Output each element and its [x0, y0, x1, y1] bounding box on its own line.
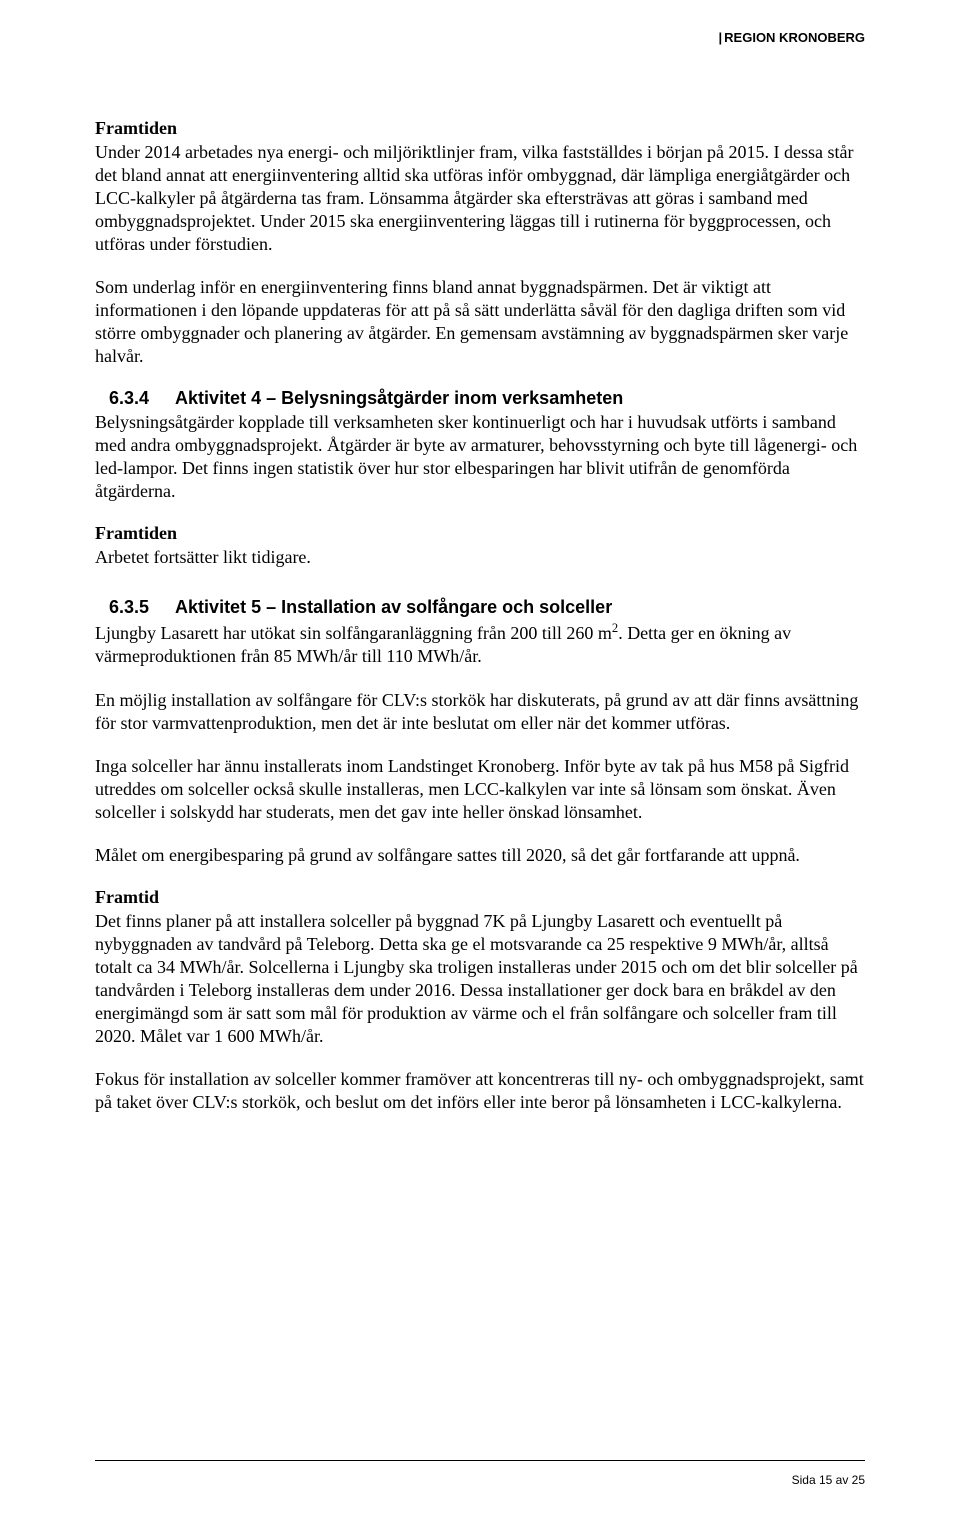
section-title: Aktivitet 5 – Installation av solfångare… — [175, 597, 612, 617]
paragraph: Ljungby Lasarett har utökat sin solfånga… — [95, 620, 865, 668]
paragraph: Under 2014 arbetades nya energi- och mil… — [95, 141, 865, 256]
paragraph: En möjlig installation av solfångare för… — [95, 689, 865, 735]
section-heading-634: 6.3.4 Aktivitet 4 – Belysningsåtgärder in… — [95, 388, 865, 409]
document-page: |REGION KRONOBERG Framtiden Under 2014 a… — [0, 0, 960, 1523]
paragraph: Inga solceller har ännu installerats ino… — [95, 755, 865, 824]
section-subheading-framtiden-1: Framtiden — [95, 118, 865, 139]
paragraph: Arbetet fortsätter likt tidigare. — [95, 546, 865, 569]
section-subheading-framtid: Framtid — [95, 887, 865, 908]
footer-page-number: Sida 15 av 25 — [792, 1473, 865, 1487]
paragraph: Belysningsåtgärder kopplade till verksam… — [95, 411, 865, 503]
header-region-text: REGION KRONOBERG — [724, 30, 865, 45]
section-number: 6.3.4 — [109, 388, 149, 409]
section-number: 6.3.5 — [109, 597, 149, 618]
paragraph: Som underlag inför en energiinventering … — [95, 276, 865, 368]
document-content: Framtiden Under 2014 arbetades nya energ… — [95, 118, 865, 1114]
header-region-label: |REGION KRONOBERG — [719, 30, 865, 45]
section-heading-635: 6.3.5 Aktivitet 5 – Installation av solfå… — [95, 597, 865, 618]
paragraph: Målet om energibesparing på grund av sol… — [95, 844, 865, 867]
paragraph: Fokus för installation av solceller komm… — [95, 1068, 865, 1114]
section-title: Aktivitet 4 – Belysningsåtgärder inom ve… — [175, 388, 623, 408]
section-subheading-framtiden-2: Framtiden — [95, 523, 865, 544]
paragraph: Det finns planer på att installera solce… — [95, 910, 865, 1048]
header-bar-icon: | — [719, 30, 723, 45]
paragraph-fragment: Ljungby Lasarett har utökat sin solfånga… — [95, 623, 612, 643]
footer-divider — [95, 1460, 865, 1461]
